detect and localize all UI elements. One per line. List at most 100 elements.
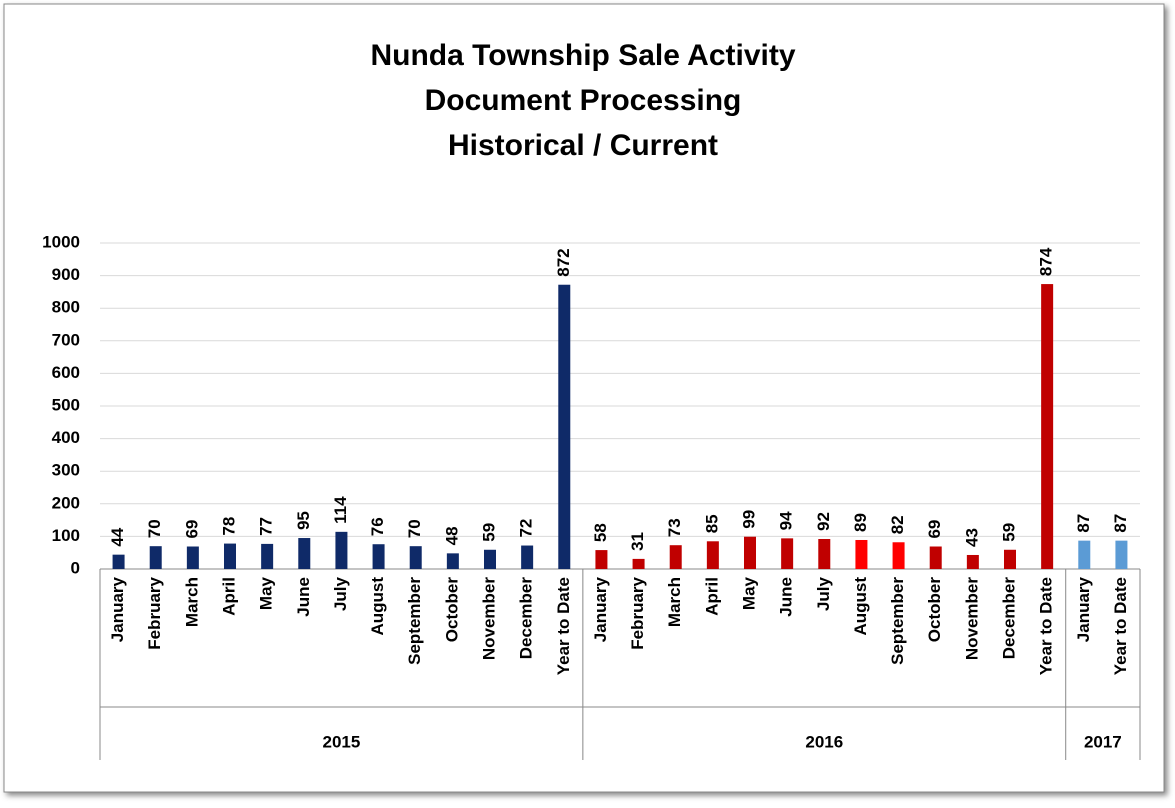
bar	[595, 550, 608, 569]
chart-title: Document Processing	[425, 84, 742, 117]
data-label: 95	[294, 511, 313, 530]
x-tick-label: January	[591, 576, 610, 642]
chart-title: Nunda Township Sale Activity	[370, 39, 795, 72]
x-tick-label: December	[517, 577, 536, 660]
chart-title: Historical / Current	[448, 129, 718, 162]
y-tick-label: 200	[52, 493, 80, 512]
bar	[335, 531, 348, 569]
bar	[929, 546, 942, 569]
x-tick-label: September	[888, 577, 907, 665]
bar	[149, 546, 162, 569]
bar	[966, 554, 979, 569]
y-tick-label: 300	[52, 461, 80, 480]
data-label: 82	[888, 515, 907, 534]
bar	[372, 544, 385, 569]
x-tick-label: June	[294, 577, 313, 617]
data-label: 59	[999, 523, 1018, 542]
x-tick-label: January	[108, 576, 127, 642]
x-tick-label: February	[145, 576, 164, 649]
data-label: 94	[777, 511, 796, 530]
data-label: 89	[851, 513, 870, 532]
bar	[224, 543, 236, 569]
x-tick-label: January	[1074, 576, 1093, 642]
data-label: 31	[628, 532, 647, 551]
x-tick-label: August	[368, 577, 387, 636]
data-label: 114	[331, 496, 350, 524]
bar	[186, 546, 199, 569]
y-tick-label: 600	[52, 363, 80, 382]
data-label: 69	[182, 520, 201, 539]
x-tick-label: July	[814, 576, 833, 611]
bar	[632, 558, 645, 569]
bar	[1004, 549, 1016, 569]
x-tick-label: February	[628, 576, 647, 649]
bar	[744, 536, 756, 569]
y-tick-label: 1000	[42, 232, 80, 251]
bar	[706, 541, 719, 569]
data-label: 44	[108, 527, 127, 546]
x-tick-label: May	[257, 576, 276, 610]
x-tick-label: June	[777, 577, 796, 617]
data-label: 872	[554, 248, 573, 276]
data-label: 72	[517, 519, 536, 538]
bar	[484, 549, 496, 569]
group-label: 2015	[323, 732, 361, 751]
y-tick-label: 500	[52, 395, 80, 414]
x-tick-label: November	[962, 577, 981, 661]
group-label: 2017	[1084, 732, 1122, 751]
y-tick-label: 700	[52, 330, 80, 349]
bar	[558, 284, 571, 569]
data-label: 59	[479, 523, 498, 542]
data-label: 73	[665, 518, 684, 537]
y-tick-label: 0	[71, 558, 80, 577]
bar	[781, 538, 794, 569]
chart-frame	[3, 3, 1165, 793]
data-label: 77	[257, 517, 276, 536]
x-tick-label: December	[999, 577, 1018, 660]
x-tick-label: September	[405, 577, 424, 665]
x-tick-label: April	[702, 577, 721, 616]
data-label: 69	[925, 520, 944, 539]
x-tick-label: Year to Date	[1037, 577, 1056, 675]
data-label: 874	[1037, 247, 1056, 276]
x-tick-label: July	[331, 576, 350, 611]
data-label: 70	[145, 519, 164, 538]
data-label: 58	[591, 523, 610, 542]
data-label: 48	[442, 526, 461, 545]
x-tick-label: Year to Date	[554, 577, 573, 675]
x-tick-label: April	[219, 577, 238, 616]
data-label: 43	[962, 528, 981, 547]
bar	[892, 542, 905, 569]
x-tick-label: October	[442, 577, 461, 643]
data-label: 87	[1074, 514, 1093, 533]
bar	[1115, 540, 1128, 569]
x-tick-label: Year to Date	[1111, 577, 1130, 675]
data-label: 78	[219, 517, 238, 536]
y-tick-label: 900	[52, 265, 80, 284]
x-tick-label: March	[665, 577, 684, 627]
x-tick-label: August	[851, 577, 870, 636]
x-tick-label: November	[479, 577, 498, 661]
bar	[669, 545, 682, 569]
data-label: 76	[368, 517, 387, 536]
bar	[261, 543, 274, 569]
bar	[521, 545, 534, 569]
x-tick-label: May	[739, 576, 758, 610]
bar	[112, 554, 125, 569]
bar	[1078, 540, 1091, 569]
x-tick-label: March	[182, 577, 201, 627]
data-label: 92	[814, 512, 833, 531]
y-tick-label: 100	[52, 526, 80, 545]
group-label: 2016	[805, 732, 843, 751]
bar	[298, 538, 311, 569]
bar	[855, 539, 868, 569]
data-label: 85	[702, 514, 721, 533]
x-tick-label: October	[925, 577, 944, 643]
bar	[1041, 284, 1054, 569]
data-label: 99	[739, 510, 758, 529]
bar	[446, 553, 459, 569]
data-label: 70	[405, 519, 424, 538]
y-tick-label: 800	[52, 298, 80, 317]
y-tick-label: 400	[52, 428, 80, 447]
